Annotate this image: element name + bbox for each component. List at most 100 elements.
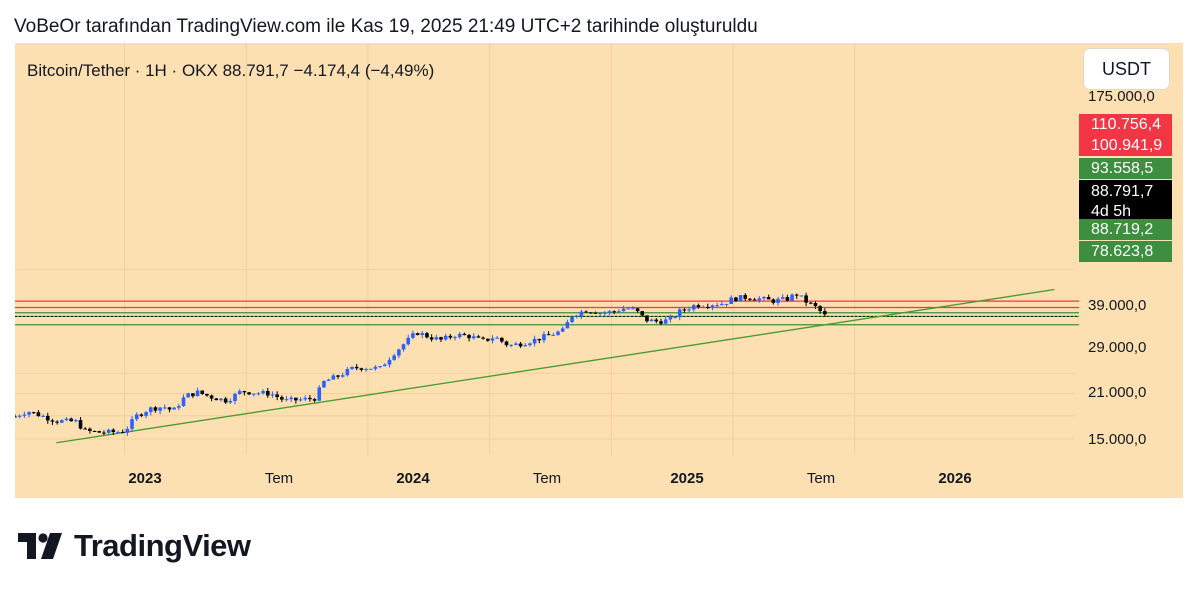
candle-down — [476, 336, 481, 338]
candle-down — [771, 299, 776, 303]
candle-up — [776, 298, 780, 303]
candle-down — [69, 418, 73, 422]
candle-up — [60, 420, 64, 423]
tradingview-logo[interactable]: TradingView — [18, 528, 251, 564]
candle-up — [626, 308, 631, 310]
candle-up — [392, 355, 396, 360]
candle-down — [209, 395, 214, 399]
candle-up — [420, 333, 425, 335]
candle-up — [729, 297, 734, 304]
candle-down — [359, 368, 364, 370]
candle-up — [317, 387, 322, 401]
candle-up — [125, 428, 130, 433]
candle-up — [762, 297, 766, 299]
candle-up — [368, 368, 373, 370]
candle-up — [261, 390, 265, 394]
candle-up — [724, 303, 729, 305]
candle-down — [682, 309, 687, 311]
candle-down — [794, 294, 799, 296]
candle-up — [331, 375, 336, 380]
y-tick-label: 175.000,0 — [1088, 88, 1155, 105]
candle-up — [41, 415, 45, 417]
candle-down — [584, 311, 588, 313]
candle-up — [780, 297, 785, 299]
candle-up — [490, 338, 495, 341]
candle-down — [748, 298, 752, 300]
candle-down — [537, 338, 542, 341]
candle-up — [668, 317, 673, 320]
candle-up — [134, 414, 139, 420]
x-tick-label: Tem — [532, 470, 562, 487]
trend-line — [56, 288, 1055, 444]
tradingview-logo-icon — [18, 533, 62, 559]
candle-down — [785, 297, 790, 301]
candle-up — [738, 295, 743, 301]
candle-down — [448, 335, 453, 338]
candle-up — [542, 334, 546, 341]
candle-up — [551, 334, 556, 336]
candle-down — [50, 420, 55, 422]
candle-up — [720, 304, 724, 306]
candle-up — [673, 317, 677, 319]
candle-down — [752, 299, 757, 301]
candle-up — [617, 311, 621, 313]
price-tag-support-3: 78.623,8 — [1079, 241, 1172, 262]
candle-up — [514, 343, 518, 345]
candle-down — [504, 341, 509, 346]
candle-down — [485, 338, 490, 341]
candle-up — [256, 393, 261, 395]
candle-down — [439, 337, 443, 340]
candle-up — [471, 336, 476, 339]
symbol-legend: Bitcoin/Tether · 1H · OKX 88.791,7 −4.17… — [27, 61, 435, 80]
candle-up — [663, 319, 668, 324]
candle-up — [574, 315, 579, 317]
candle-down — [92, 430, 97, 432]
candle-up — [233, 393, 237, 402]
currency-button[interactable]: USDT — [1084, 49, 1169, 89]
candle-up — [387, 359, 392, 365]
candle-down — [425, 333, 429, 338]
price-tag-resistance-2: 100.941,9 — [1079, 135, 1172, 156]
candle-up — [532, 338, 537, 344]
candle-up — [603, 312, 607, 314]
y-tick-label: 39.000,0 — [1088, 297, 1147, 314]
candle-down — [546, 334, 551, 336]
candle-down — [706, 306, 710, 308]
tradingview-logo-text: TradingView — [74, 528, 251, 563]
candle-up — [172, 407, 176, 410]
candle-up — [378, 366, 382, 368]
candle-up — [406, 337, 411, 345]
candle-up — [570, 316, 574, 323]
current-price-value: 88.791,7 — [1091, 183, 1154, 200]
candle-up — [345, 368, 350, 376]
y-tick-label: 21.000,0 — [1088, 384, 1147, 401]
candle-down — [242, 391, 247, 393]
candle-up — [790, 294, 794, 301]
candle-up — [144, 412, 148, 416]
chart-area[interactable]: Bitcoin/Tether · 1H · OKX 88.791,7 −4.17… — [15, 43, 1183, 498]
candle-down — [167, 407, 172, 410]
candle-down — [804, 295, 808, 303]
candle-up — [106, 429, 111, 433]
candle-down — [139, 414, 144, 416]
candle-up — [401, 344, 406, 350]
candle-up — [27, 412, 31, 415]
candle-down — [275, 394, 279, 398]
y-tick-label: 29.000,0 — [1088, 339, 1147, 356]
candle-up — [579, 311, 584, 316]
candle-down — [818, 306, 822, 312]
candle-down — [15, 416, 17, 418]
candle-up — [411, 333, 415, 338]
candle-down — [766, 297, 771, 300]
candle-down — [36, 412, 41, 417]
candle-down — [205, 393, 209, 396]
price-chart[interactable] — [15, 43, 1183, 498]
current-price-countdown: 4d 5h — [1091, 203, 1132, 220]
candle-up — [284, 399, 289, 401]
candle-down — [97, 431, 102, 433]
candle-up — [598, 312, 602, 314]
candle-up — [195, 390, 200, 397]
candle-down — [120, 432, 125, 434]
candle-up — [677, 309, 682, 318]
candle-up — [186, 393, 191, 398]
